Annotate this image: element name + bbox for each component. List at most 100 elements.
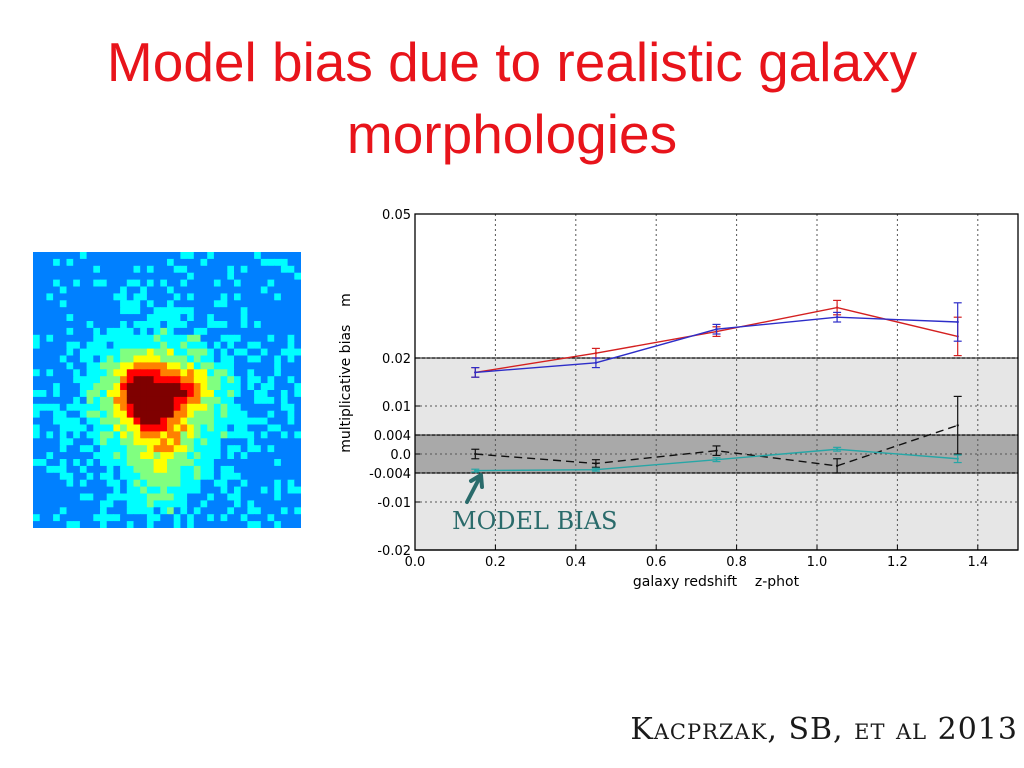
galaxy-pixel xyxy=(100,521,108,528)
galaxy-pixel xyxy=(274,327,282,336)
galaxy-pixel xyxy=(193,390,202,398)
galaxy-pixel xyxy=(113,355,121,363)
galaxy-pixel xyxy=(280,438,289,446)
galaxy-pixel xyxy=(106,438,114,446)
data-point xyxy=(474,371,477,374)
galaxy-pixel xyxy=(53,514,61,522)
galaxy-pixel xyxy=(146,486,155,495)
galaxy-pixel xyxy=(120,341,128,350)
galaxy-pixel xyxy=(180,327,188,336)
galaxy-pixel xyxy=(247,341,255,350)
galaxy-pixel xyxy=(234,493,242,501)
galaxy-pixel xyxy=(113,500,121,508)
galaxy-pixel xyxy=(220,300,228,308)
galaxy-pixel xyxy=(66,286,74,294)
galaxy-pixel xyxy=(79,452,88,460)
galaxy-pixel xyxy=(53,293,61,301)
galaxy-pixel xyxy=(294,362,301,370)
galaxy-pixel xyxy=(227,390,235,398)
galaxy-pixel xyxy=(267,417,275,426)
galaxy-pixel xyxy=(73,341,81,350)
galaxy-pixel xyxy=(187,500,195,508)
galaxy-pixel xyxy=(120,396,128,405)
galaxy-pixel xyxy=(79,265,88,274)
galaxy-pixel xyxy=(126,369,135,377)
galaxy-pixel xyxy=(120,445,128,453)
galaxy-pixel xyxy=(193,334,202,343)
galaxy-pixel xyxy=(59,445,68,453)
galaxy-pixel xyxy=(227,265,235,274)
galaxy-pixel xyxy=(234,514,242,522)
galaxy-pixel xyxy=(274,355,282,363)
galaxy-pixel xyxy=(153,265,161,274)
galaxy-pixel xyxy=(133,307,141,315)
galaxy-pixel xyxy=(260,314,269,322)
galaxy-pixel xyxy=(260,424,269,432)
galaxy-pixel xyxy=(260,341,269,350)
galaxy-pixel xyxy=(260,417,269,426)
galaxy-pixel xyxy=(106,479,114,488)
galaxy-pixel xyxy=(254,321,262,329)
galaxy-pixel xyxy=(173,272,181,281)
galaxy-pixel xyxy=(66,431,74,439)
galaxy-pixel xyxy=(180,452,188,460)
galaxy-pixel xyxy=(59,279,68,288)
galaxy-pixel xyxy=(220,286,228,294)
galaxy-pixel xyxy=(140,445,148,453)
galaxy-pixel xyxy=(213,459,222,467)
galaxy-pixel xyxy=(133,272,141,281)
galaxy-pixel xyxy=(187,438,195,446)
galaxy-pixel xyxy=(79,479,88,488)
galaxy-pixel xyxy=(59,521,68,528)
galaxy-pixel xyxy=(227,258,235,267)
galaxy-pixel xyxy=(294,258,301,267)
galaxy-pixel xyxy=(59,396,68,405)
galaxy-pixel xyxy=(106,348,114,357)
galaxy-pixel xyxy=(207,327,215,336)
galaxy-pixel xyxy=(193,307,202,315)
galaxy-pixel xyxy=(200,265,208,274)
galaxy-pixel xyxy=(234,383,242,391)
galaxy-pixel xyxy=(126,424,135,432)
galaxy-pixel xyxy=(287,500,295,508)
galaxy-pixel xyxy=(220,348,228,357)
galaxy-pixel xyxy=(113,493,121,501)
galaxy-pixel xyxy=(86,300,94,308)
error-bar xyxy=(833,311,842,323)
galaxy-pixel xyxy=(113,445,121,453)
galaxy-pixel xyxy=(247,321,255,329)
galaxy-pixel xyxy=(133,376,141,384)
galaxy-pixel xyxy=(86,258,94,267)
galaxy-pixel xyxy=(220,431,228,439)
galaxy-pixel xyxy=(39,321,47,329)
galaxy-pixel xyxy=(280,486,289,495)
galaxy-pixel xyxy=(39,341,47,350)
galaxy-pixel xyxy=(100,272,108,281)
galaxy-pixel xyxy=(160,417,168,426)
galaxy-pixel xyxy=(33,452,41,460)
galaxy-pixel xyxy=(247,376,255,384)
galaxy-pixel xyxy=(180,479,188,488)
galaxy-pixel xyxy=(260,383,269,391)
galaxy-pixel xyxy=(160,486,168,495)
galaxy-pixel xyxy=(153,327,161,336)
galaxy-pixel xyxy=(187,493,195,501)
galaxy-pixel xyxy=(287,493,295,501)
galaxy-pixel xyxy=(167,272,175,281)
galaxy-pixel xyxy=(280,293,289,301)
error-bar xyxy=(712,323,721,335)
galaxy-pixel xyxy=(153,521,161,528)
galaxy-pixel xyxy=(200,452,208,460)
galaxy-pixel xyxy=(160,327,168,336)
galaxy-pixel xyxy=(274,334,282,343)
galaxy-pixel xyxy=(160,300,168,308)
galaxy-pixel xyxy=(274,431,282,439)
galaxy-pixel xyxy=(59,479,68,488)
galaxy-pixel xyxy=(93,431,101,439)
galaxy-pixel xyxy=(53,252,61,260)
galaxy-pixel xyxy=(173,486,181,495)
galaxy-pixel xyxy=(53,307,61,315)
galaxy-pixel xyxy=(167,390,175,398)
galaxy-pixel xyxy=(46,396,54,405)
galaxy-pixel xyxy=(53,355,61,363)
